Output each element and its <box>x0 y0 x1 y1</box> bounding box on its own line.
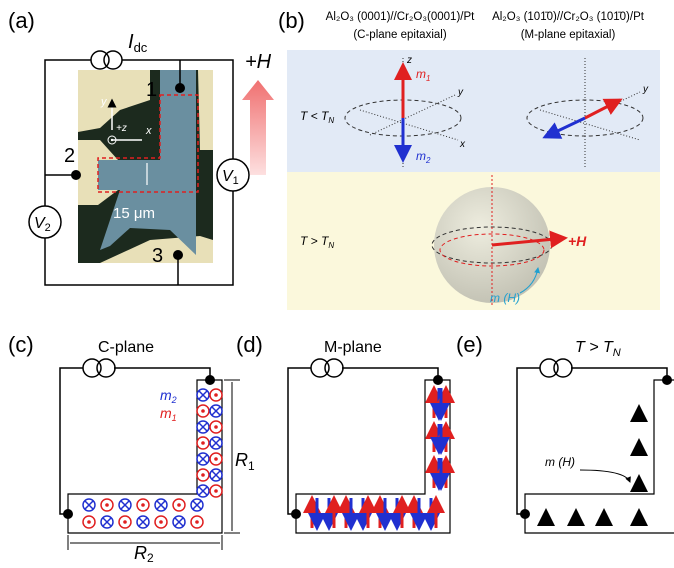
terminal-label: 2 <box>64 145 75 167</box>
scale-label: 15 μm <box>113 205 155 222</box>
terminal <box>71 170 81 180</box>
axis-label: x <box>145 125 152 137</box>
current-source <box>83 359 101 377</box>
moment-out <box>214 425 218 429</box>
current-label: Idc <box>128 31 148 55</box>
moment-out <box>201 473 205 477</box>
device <box>296 380 450 533</box>
terminal <box>205 375 215 385</box>
moment-label: m (H) <box>490 291 520 305</box>
figure: (a) y x +z 15 μm Idc 1 2 3 V1 V2 +H (b) … <box>0 0 674 563</box>
sample-note: (C-plane epitaxial) <box>353 29 446 41</box>
moment-out <box>87 520 91 524</box>
moment-label: m2 <box>160 387 177 405</box>
terminal <box>433 375 443 385</box>
field-arrow <box>242 80 274 175</box>
moment-label: m1 <box>160 405 177 423</box>
current-source <box>540 359 558 377</box>
dimension-label: R1 <box>235 450 255 473</box>
wire <box>517 368 667 514</box>
text: T > T <box>300 234 330 248</box>
axis-z <box>111 139 113 141</box>
subscript: 1 <box>233 175 239 187</box>
subscript: 2 <box>425 156 431 165</box>
current-source <box>311 359 329 377</box>
panel-label: (d) <box>236 332 263 357</box>
subscript: 2 <box>147 551 154 563</box>
terminal-label: 3 <box>152 245 163 267</box>
wire <box>288 368 438 514</box>
symbol: R <box>134 543 147 563</box>
wire <box>60 368 210 514</box>
axis-label: z <box>406 55 412 66</box>
sample-formula: Al₂O₃ (0001)//Cr₂O₃(0001)/Pt <box>326 11 475 23</box>
subscript: N <box>613 347 621 359</box>
panel-title: M-plane <box>324 339 382 356</box>
symbol: m <box>160 405 172 421</box>
moment-out <box>123 520 127 524</box>
panel-label: (e) <box>456 332 483 357</box>
subscript: N <box>328 116 334 125</box>
axis-label: y <box>457 87 464 98</box>
moment-out <box>195 520 199 524</box>
terminal <box>175 83 185 93</box>
terminal <box>291 509 301 519</box>
moment-out <box>214 393 218 397</box>
axis-label: x <box>459 139 466 150</box>
terminal <box>173 250 183 260</box>
subscript: dc <box>134 40 148 55</box>
symbol: R <box>235 450 248 470</box>
terminal <box>63 509 73 519</box>
moment-label: m (H) <box>545 455 575 469</box>
panel-label: (a) <box>8 8 35 33</box>
text: T < T <box>300 109 330 123</box>
terminal <box>662 375 672 385</box>
terminal <box>520 509 530 519</box>
moment-out <box>201 409 205 413</box>
panel-label: (c) <box>8 332 34 357</box>
moment-out <box>159 520 163 524</box>
moment-out <box>214 489 218 493</box>
subscript: 1 <box>426 74 430 83</box>
terminal-label: 1 <box>146 79 157 101</box>
moment-out <box>177 503 181 507</box>
panel-title: T > TN <box>575 339 621 359</box>
subscript: 1 <box>172 413 177 423</box>
low-t-background <box>287 50 660 172</box>
panel-label: (b) <box>278 8 305 33</box>
field-label: +H <box>568 233 587 249</box>
moment-out <box>105 503 109 507</box>
subscript: 1 <box>248 459 255 473</box>
axis-label: y <box>642 84 649 95</box>
axis-label: +z <box>116 123 127 134</box>
text: T > T <box>575 339 614 356</box>
panel-title: C-plane <box>98 339 154 356</box>
moment-out <box>214 457 218 461</box>
symbol: m <box>160 387 172 403</box>
moment-out <box>141 503 145 507</box>
sample-note: (M-plane epitaxial) <box>521 29 616 41</box>
pointer <box>580 470 630 482</box>
sample-formula: Al₂O₃ (101̄0)//Cr₂O₃ (101̄0)/Pt <box>492 11 645 23</box>
field-label: +H <box>245 51 272 73</box>
subscript: N <box>328 241 334 250</box>
subscript: 2 <box>171 395 177 405</box>
symbol: m <box>416 149 426 163</box>
pad <box>198 70 213 150</box>
subscript: 2 <box>45 222 51 234</box>
symbol: m <box>416 67 426 81</box>
moment-out <box>201 441 205 445</box>
